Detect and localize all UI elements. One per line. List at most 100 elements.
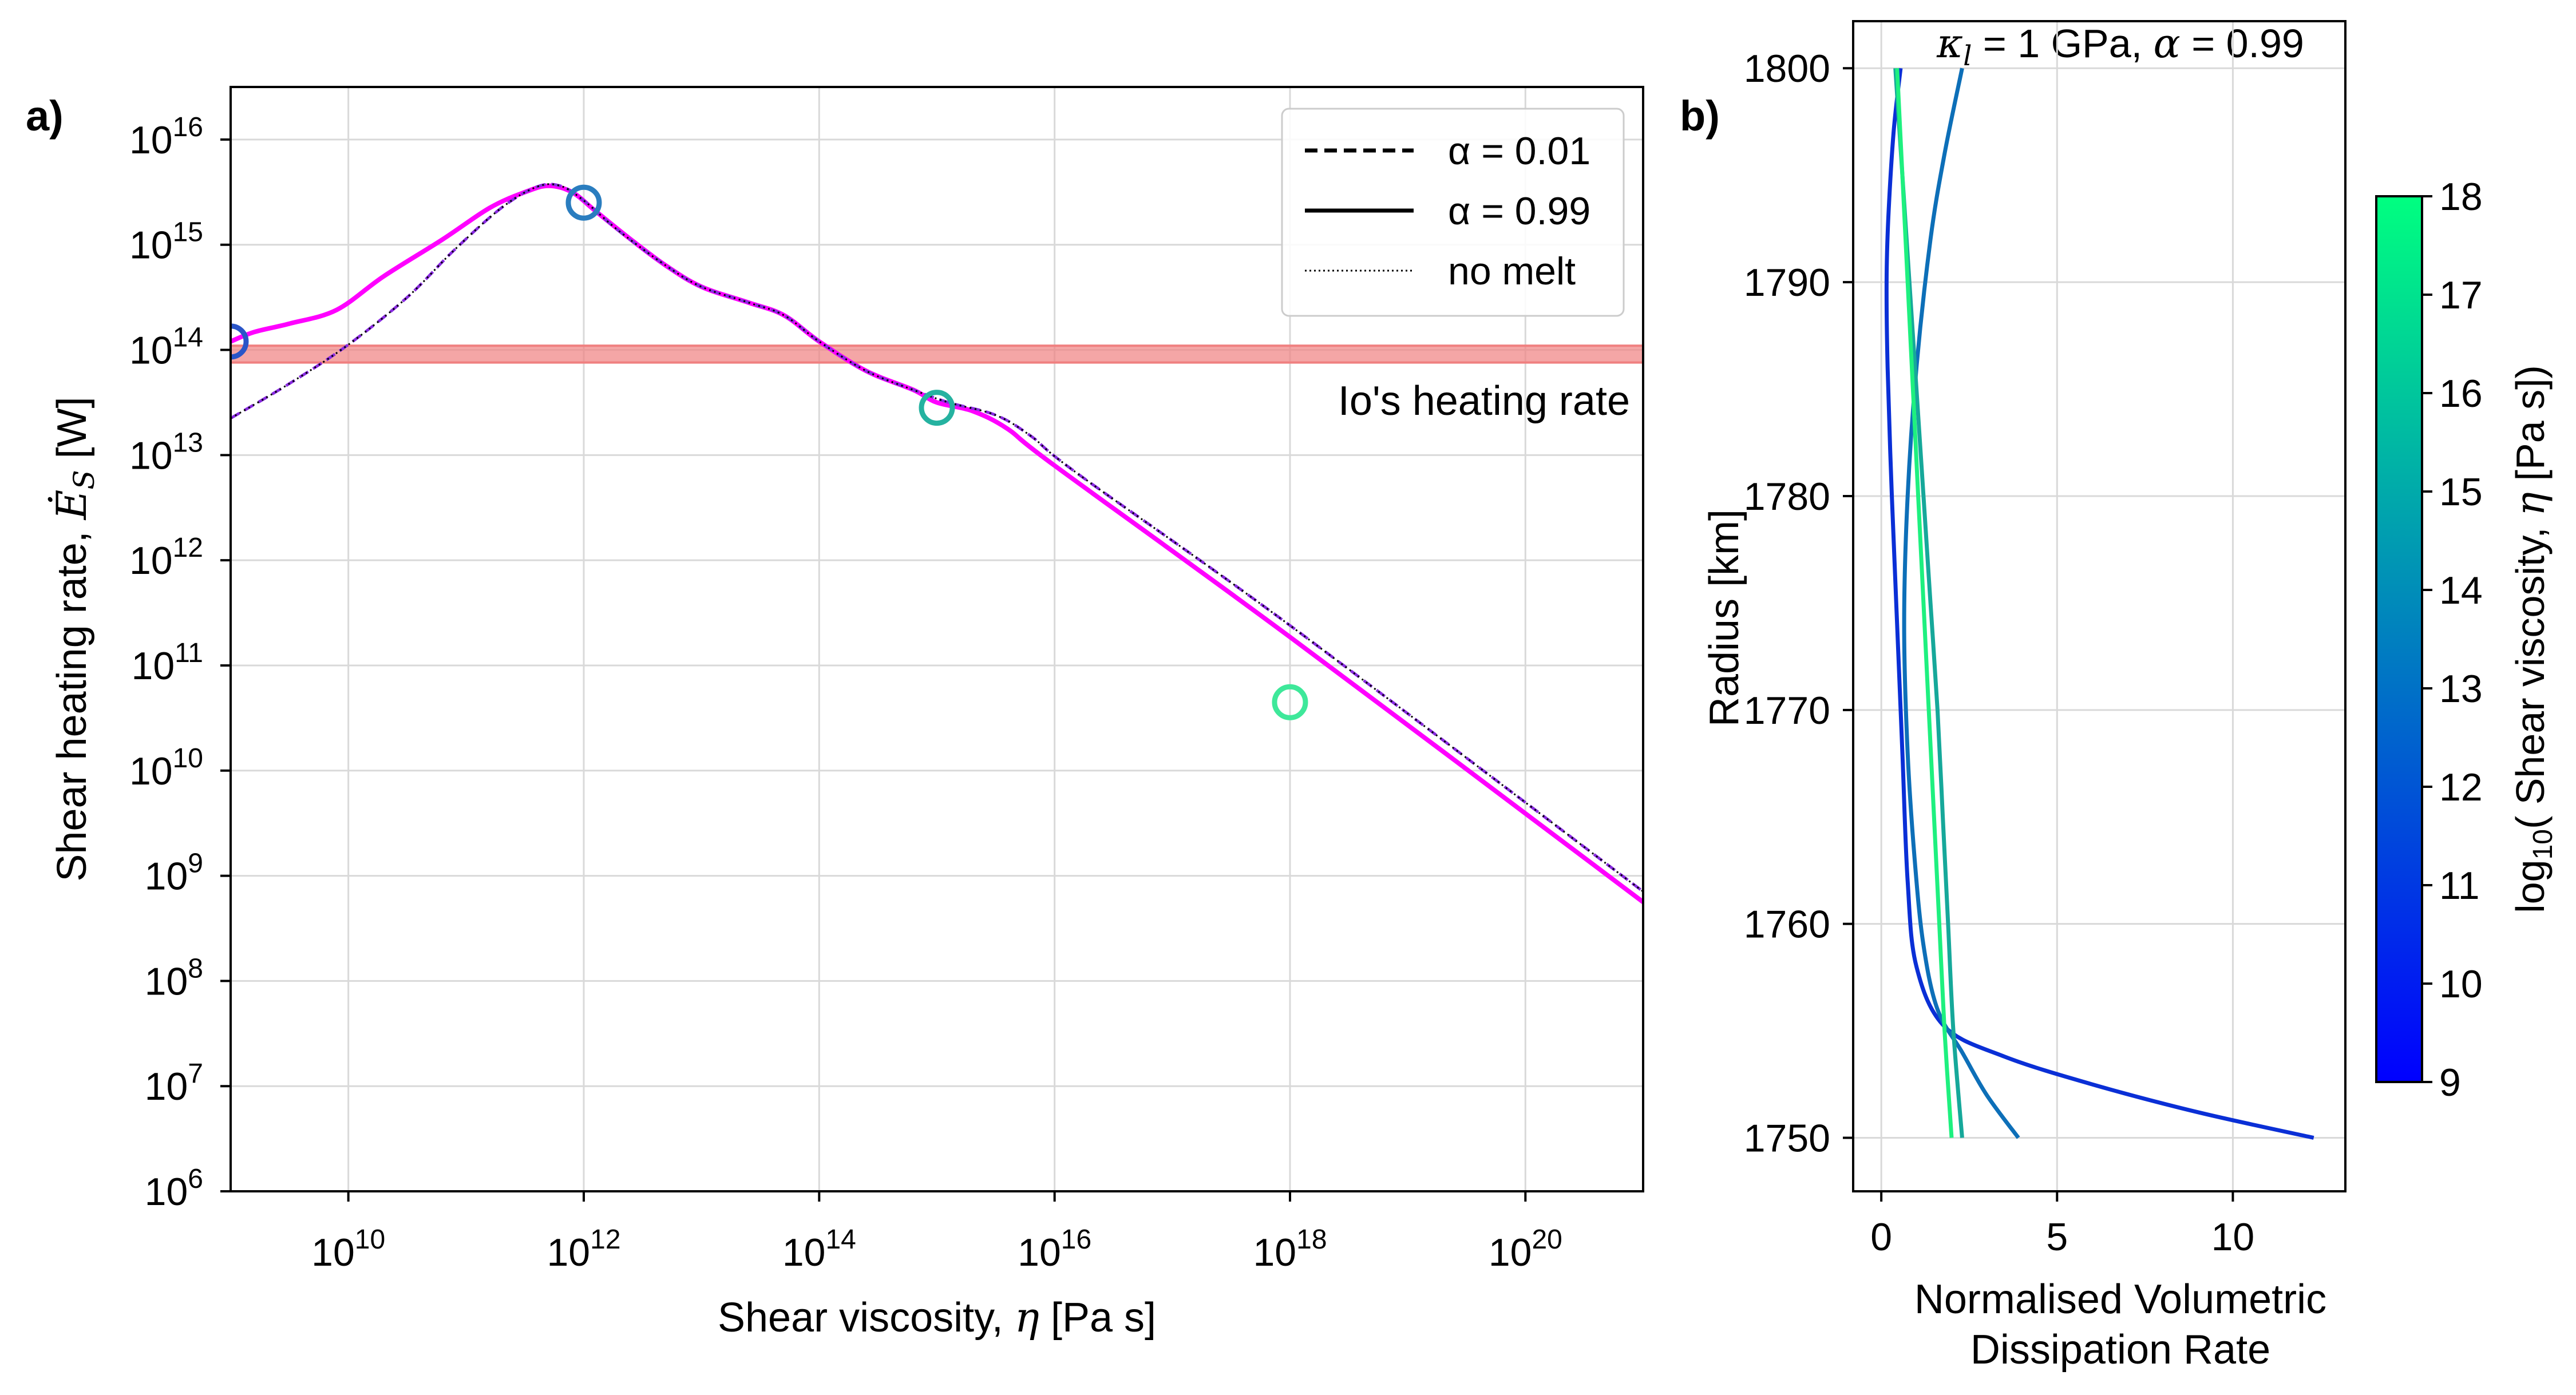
panel-a-xtick-1e16: 1016 — [1018, 1191, 1091, 1274]
panel-a-ylabel: Shear heating rate, ĖS [W] — [47, 397, 101, 881]
panel-a-ytick-1e14: 1014 — [129, 323, 231, 372]
ytick-label: 1011 — [132, 638, 203, 688]
profile-line-eta-1e18 — [1895, 68, 1954, 1138]
ytick-label: 1790 — [1744, 261, 1830, 304]
panel-b-frame — [1852, 20, 2347, 1192]
ytick-label: 107 — [145, 1059, 203, 1108]
colorbar-tick-16: 16 — [2422, 372, 2483, 415]
panel-a-ytick-1e16: 1016 — [129, 112, 231, 162]
panel-b-ytick-1800: 1800 — [1744, 47, 1853, 90]
xtick-label: 1018 — [1253, 1224, 1327, 1274]
colorbar-tick-11: 11 — [2422, 864, 2480, 907]
ytick-label: 1800 — [1744, 47, 1830, 90]
colorbar-tick-label: 16 — [2439, 372, 2483, 415]
legend-entry-alpha-0.01: α = 0.01 — [1305, 129, 1590, 173]
panel-b-xtick-5: 5 — [2046, 1191, 2068, 1259]
panel-a-ytick-1e6: 106 — [145, 1164, 231, 1214]
legend-label: no melt — [1448, 249, 1576, 293]
colorbar-tick-15: 15 — [2422, 470, 2483, 514]
panel-a-label: a) — [26, 92, 64, 140]
colorbar-tick-17: 17 — [2422, 274, 2483, 317]
colorbar-tick-label: 13 — [2439, 667, 2483, 711]
xtick-label: 1014 — [782, 1224, 856, 1274]
panel-b-xlabel-line2: Dissipation Rate — [1970, 1327, 2270, 1373]
panel-a-ytick-1e15: 1015 — [129, 217, 231, 267]
panel-a-xtick-1e18: 1018 — [1253, 1191, 1327, 1274]
legend-label: α = 0.01 — [1448, 129, 1590, 173]
colorbar-tick-18: 18 — [2422, 175, 2483, 219]
xtick-label: 0 — [1870, 1215, 1892, 1259]
ytick-label: 1012 — [129, 533, 203, 582]
panel-b-xtick-0: 0 — [1870, 1191, 1892, 1259]
colorbar-tick-label: 9 — [2439, 1061, 2461, 1104]
legend-entry-alpha-0.99: α = 0.99 — [1305, 189, 1590, 233]
panel-b-xgrid — [1880, 21, 2234, 1191]
panel-b-xlabel-line1: Normalised Volumetric — [1914, 1277, 2326, 1322]
ytick-label: 109 — [145, 849, 203, 898]
panel-b-series-group — [1884, 68, 2314, 1140]
panel-b-grid — [1853, 21, 2345, 1191]
panel-a-ytick-1e13: 1013 — [129, 427, 231, 477]
xtick-label: 1016 — [1018, 1224, 1091, 1274]
colorbar-tick-label: 14 — [2439, 569, 2483, 612]
colorbar-tick-label: 15 — [2439, 470, 2483, 514]
legend-box — [1281, 108, 1625, 317]
panel-a-frame — [229, 86, 1644, 1192]
panel-b-xtick-10: 10 — [2211, 1191, 2255, 1259]
panel-b-ytick-1770: 1770 — [1744, 689, 1853, 732]
colorbar-tick-label: 10 — [2439, 962, 2483, 1006]
panel-b-ytick-1750: 1750 — [1744, 1117, 1853, 1160]
legend-entry-no-melt: no melt — [1305, 249, 1576, 293]
xtick-label: 5 — [2046, 1215, 2068, 1259]
panel-b-ytick-1790: 1790 — [1744, 261, 1853, 304]
panel-a-ytick-1e7: 107 — [145, 1059, 231, 1108]
panel-b-ytick-1780: 1780 — [1744, 475, 1853, 518]
viscosity-marker-1e18 — [1272, 684, 1308, 720]
ytick-label: 106 — [145, 1164, 203, 1214]
colorbar-gradient — [2375, 195, 2423, 1083]
panel-b-label: b) — [1680, 92, 1720, 140]
panel-a-ytick-1e10: 1010 — [129, 743, 231, 793]
profile-line-eta-1e9 — [1884, 68, 2314, 1140]
ytick-label: 1015 — [129, 217, 203, 267]
panel-a-xtick-1e10: 1010 — [311, 1191, 385, 1274]
panel-b-ygrid — [1853, 67, 2345, 1139]
series-line-no-melt — [231, 183, 1643, 893]
io-heating-band — [229, 344, 1644, 364]
panel-a-ytick-1e9: 109 — [145, 849, 231, 898]
viscosity-marker-1e9 — [231, 323, 249, 360]
profile-line-eta-1e12 — [1902, 68, 2020, 1139]
colorbar-tick-label: 12 — [2439, 766, 2483, 809]
colorbar-tick-13: 13 — [2422, 667, 2483, 711]
xtick-label: 1010 — [311, 1224, 385, 1274]
io-heating-band-label: Io's heating rate — [1338, 378, 1630, 424]
xtick-label: 10 — [2211, 1215, 2255, 1259]
colorbar-tick-14: 14 — [2422, 569, 2483, 612]
colorbar-label: log10( Shear viscosity, η [Pa s]) — [2507, 365, 2558, 913]
panel-a-series-group — [231, 183, 1643, 904]
colorbar-tick-label: 11 — [2439, 864, 2480, 907]
colorbar-tick-label: 17 — [2439, 274, 2483, 317]
panel-a-ytick-1e11: 1011 — [132, 638, 231, 688]
xtick-label: 1020 — [1489, 1224, 1562, 1274]
ytick-label: 1010 — [129, 743, 203, 793]
panel-a-ytick-1e8: 108 — [145, 953, 231, 1003]
panel-b-title: κl = 1 GPa, α = 0.99 — [1936, 20, 2304, 72]
ytick-label: 108 — [145, 953, 203, 1003]
panel-a-xlabel: Shear viscosity, η [Pa s] — [718, 1293, 1156, 1341]
ytick-label: 1780 — [1744, 475, 1830, 518]
viscosity-marker-1e15 — [919, 390, 955, 426]
ytick-label: 1013 — [129, 427, 203, 477]
colorbar-tick-12: 12 — [2422, 766, 2483, 809]
panel-a-xtick-1e20: 1020 — [1489, 1191, 1562, 1274]
xtick-label: 1012 — [547, 1224, 620, 1274]
colorbar-tick-10: 10 — [2422, 962, 2483, 1006]
panel-a-xtick-1e14: 1014 — [782, 1191, 856, 1274]
viscosity-marker-1e12 — [565, 184, 602, 221]
ytick-label: 1014 — [129, 323, 203, 372]
colorbar-tick-9: 9 — [2422, 1061, 2461, 1104]
panel-a-xtick-1e12: 1012 — [547, 1191, 621, 1274]
ytick-label: 1016 — [129, 112, 203, 162]
panel-a: a) Io's heating rate 1010 1012 — [26, 86, 1644, 1341]
